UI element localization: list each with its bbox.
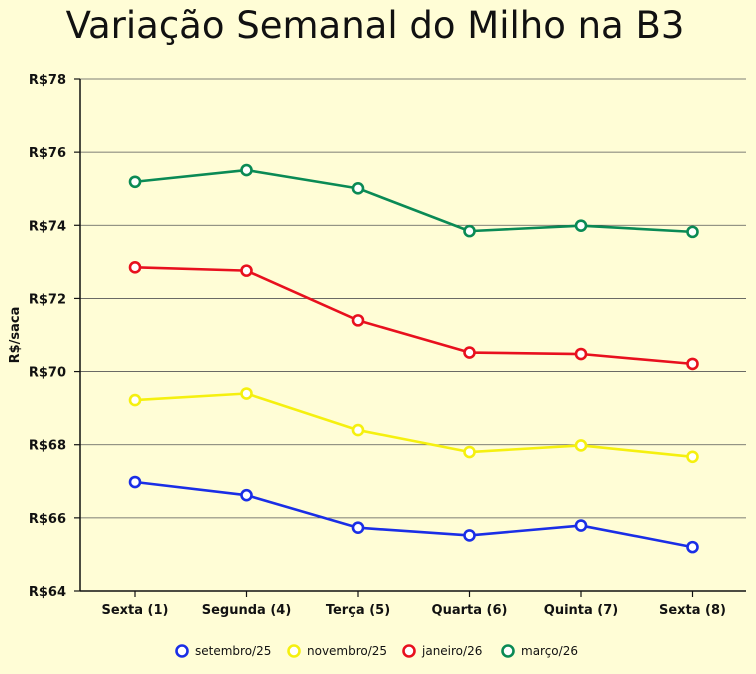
data-point xyxy=(686,357,699,371)
series-janeiro-26 xyxy=(128,261,699,371)
series-line xyxy=(134,392,693,459)
data-point xyxy=(351,182,365,195)
data-point xyxy=(574,439,588,452)
data-point xyxy=(240,264,253,277)
y-tick-label: R$70 xyxy=(29,366,66,381)
series-novembro-25 xyxy=(128,387,699,464)
legend-label: novembro/25 xyxy=(307,644,387,658)
data-point xyxy=(686,540,699,554)
legend-marker xyxy=(402,644,416,658)
legend-marker xyxy=(175,644,189,658)
x-tick-label: Terça (5) xyxy=(326,603,390,618)
data-point xyxy=(128,175,142,189)
y-tick-label: R$78 xyxy=(29,73,66,88)
x-tick-label: Segunda (4) xyxy=(202,603,292,618)
data-point xyxy=(351,423,365,437)
data-point xyxy=(574,219,588,232)
data-point xyxy=(128,261,142,274)
data-point xyxy=(351,314,365,327)
y-tick-label: R$66 xyxy=(29,512,66,527)
series-mar-o-26 xyxy=(128,163,699,239)
x-tick-labels: Sexta (1) Segunda (4) Terça (5) Quarta (6) Q… xyxy=(101,603,726,618)
series-line xyxy=(134,266,693,366)
data-point xyxy=(240,387,253,400)
series-setembro-25 xyxy=(128,475,699,554)
chart-title: Variação Semanal do Milho na B3 xyxy=(66,4,685,47)
data-point xyxy=(128,393,142,407)
data-point xyxy=(574,519,588,532)
grid xyxy=(74,78,746,592)
data-point xyxy=(686,450,699,464)
data-point xyxy=(128,475,142,489)
y-tick-label: R$74 xyxy=(29,219,66,234)
legend-label: janeiro/26 xyxy=(421,644,482,658)
x-tick-label: Sexta (1) xyxy=(101,603,168,618)
legend-item: setembro/25 xyxy=(175,644,271,658)
series-line xyxy=(134,168,693,234)
y-tick-label: R$72 xyxy=(29,292,66,307)
y-tick-label: R$76 xyxy=(29,146,66,161)
series-group xyxy=(128,163,699,554)
data-point xyxy=(240,163,253,177)
data-point xyxy=(686,225,699,239)
legend-marker xyxy=(287,644,301,658)
data-point xyxy=(240,488,253,502)
data-point xyxy=(463,346,476,359)
legend-item: março/26 xyxy=(501,644,578,658)
x-tick-label: Quinta (7) xyxy=(544,603,618,618)
legend: setembro/25 novembro/25 janeiro/26 março/26 xyxy=(175,644,578,658)
data-point xyxy=(351,521,365,535)
legend-label: março/26 xyxy=(521,644,578,658)
legend-item: novembro/25 xyxy=(287,644,387,658)
legend-label: setembro/25 xyxy=(195,644,271,658)
y-tick-label: R$68 xyxy=(29,439,66,454)
series-line xyxy=(134,480,693,549)
x-tick-label: Sexta (8) xyxy=(659,603,726,618)
legend-item: janeiro/26 xyxy=(402,644,482,658)
y-tick-label: R$64 xyxy=(29,585,66,600)
data-point xyxy=(463,529,476,542)
data-point xyxy=(574,347,588,361)
y-tick-labels: R$64 R$66 R$68 R$70 R$72 R$74 R$76 R$78 xyxy=(29,73,66,600)
data-point xyxy=(463,224,476,238)
y-axis-label: R$/saca xyxy=(8,307,23,364)
legend-marker xyxy=(501,644,515,658)
axes xyxy=(79,79,746,597)
data-point xyxy=(463,445,476,459)
x-tick-label: Quarta (6) xyxy=(432,603,508,618)
